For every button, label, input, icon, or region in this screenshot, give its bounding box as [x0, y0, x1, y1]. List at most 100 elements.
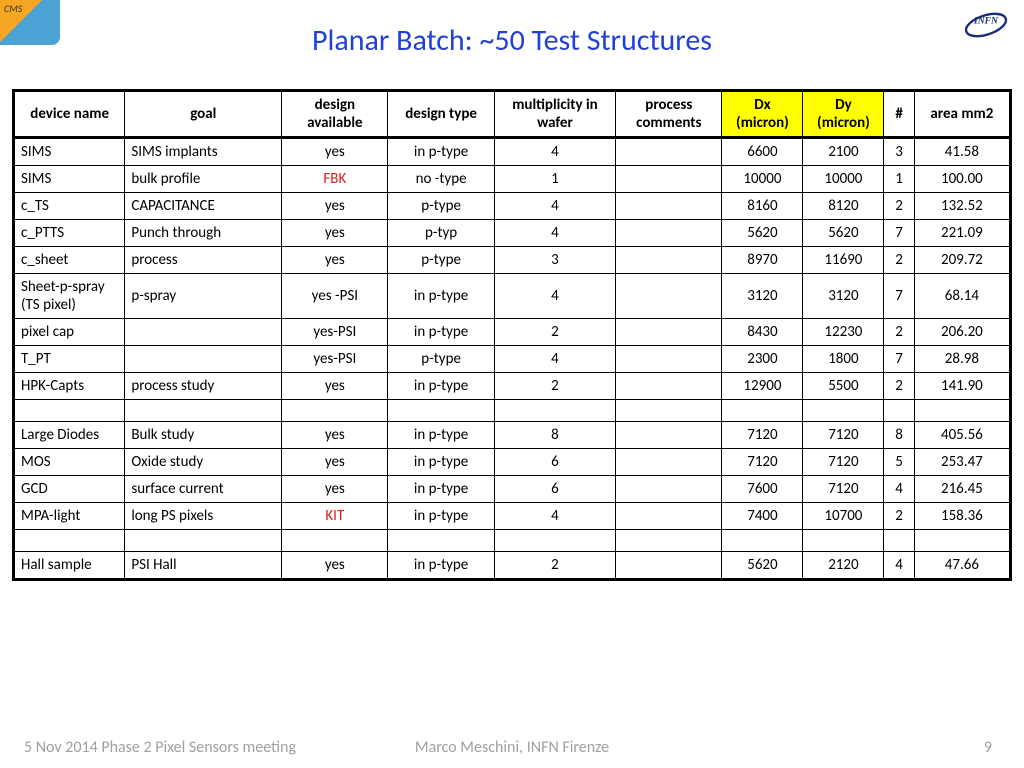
- table-cell: p-typ: [388, 220, 494, 247]
- table-cell: 8970: [722, 247, 803, 274]
- table-header-cell: #: [884, 91, 914, 138]
- footer-author: Marco Meschini, INFN Firenze: [0, 738, 1024, 757]
- table-cell: 7120: [722, 449, 803, 476]
- table-row: [14, 400, 1011, 422]
- table-cell: [14, 400, 125, 422]
- table-cell: [803, 530, 884, 552]
- table-cell: 4: [494, 138, 615, 166]
- table-cell: [616, 373, 722, 400]
- table-cell: [803, 400, 884, 422]
- table-cell: 10000: [803, 166, 884, 193]
- table-cell: 6600: [722, 138, 803, 166]
- table-row: [14, 530, 1011, 552]
- table-cell: 221.09: [914, 220, 1010, 247]
- table-cell: Oxide study: [125, 449, 282, 476]
- table-cell: 2: [884, 193, 914, 220]
- table-cell: 5620: [722, 220, 803, 247]
- table-cell: 2: [494, 319, 615, 346]
- cms-logo-text: CMS: [4, 2, 22, 15]
- table-cell: yes: [282, 449, 388, 476]
- table-cell: [616, 552, 722, 580]
- table-header-cell: design available: [282, 91, 388, 138]
- table-header-cell: goal: [125, 91, 282, 138]
- table-cell: [616, 422, 722, 449]
- table-cell: [388, 530, 494, 552]
- table-cell: 216.45: [914, 476, 1010, 503]
- table-cell: [914, 400, 1010, 422]
- table-cell: c_PTTS: [14, 220, 125, 247]
- table-cell: [616, 449, 722, 476]
- table-cell: yes: [282, 476, 388, 503]
- table-cell: [616, 247, 722, 274]
- table-cell: 6: [494, 476, 615, 503]
- table-cell: FBK: [282, 166, 388, 193]
- table-cell: 5620: [803, 220, 884, 247]
- table-cell: 2: [884, 247, 914, 274]
- table-cell: 2: [494, 373, 615, 400]
- table-row: SIMSSIMS implantsyesin p-type46600210034…: [14, 138, 1011, 166]
- table-cell: 100.00: [914, 166, 1010, 193]
- table-cell: c_TS: [14, 193, 125, 220]
- table-cell: 7120: [722, 422, 803, 449]
- table-cell: in p-type: [388, 274, 494, 319]
- table-cell: [616, 530, 722, 552]
- table-cell: 8430: [722, 319, 803, 346]
- table-cell: yes: [282, 138, 388, 166]
- table-cell: 5: [884, 449, 914, 476]
- table-cell: no -type: [388, 166, 494, 193]
- table-cell: 4: [494, 274, 615, 319]
- table-cell: [616, 346, 722, 373]
- table-cell: SIMS: [14, 138, 125, 166]
- table-cell: [388, 400, 494, 422]
- slide-title: Planar Batch: ~50 Test Structures: [0, 0, 1024, 89]
- table-cell: 1800: [803, 346, 884, 373]
- table-cell: pixel cap: [14, 319, 125, 346]
- table-cell: p-type: [388, 193, 494, 220]
- table-cell: Punch through: [125, 220, 282, 247]
- table-header-cell: process comments: [616, 91, 722, 138]
- cms-logo: CMS: [0, 0, 60, 45]
- table-body: SIMSSIMS implantsyesin p-type46600210034…: [14, 138, 1011, 580]
- table-cell: GCD: [14, 476, 125, 503]
- table-row: MPA-lightlong PS pixelsKITin p-type47400…: [14, 503, 1011, 530]
- table-cell: yes: [282, 247, 388, 274]
- table-cell: [616, 319, 722, 346]
- table-cell: in p-type: [388, 138, 494, 166]
- table-cell: 7600: [722, 476, 803, 503]
- table-cell: 4: [494, 503, 615, 530]
- table-row: SIMSbulk profileFBKno -type1100001000011…: [14, 166, 1011, 193]
- table-cell: 141.90: [914, 373, 1010, 400]
- table-cell: 47.66: [914, 552, 1010, 580]
- table-cell: T_PT: [14, 346, 125, 373]
- table-row: HPK-Captsprocess studyyesin p-type212900…: [14, 373, 1011, 400]
- table-cell: in p-type: [388, 476, 494, 503]
- table-cell: 3120: [803, 274, 884, 319]
- table-header-cell: multiplicity in wafer: [494, 91, 615, 138]
- table-cell: 3120: [722, 274, 803, 319]
- table-cell: p-type: [388, 346, 494, 373]
- table-cell: yes: [282, 193, 388, 220]
- table-cell: MPA-light: [14, 503, 125, 530]
- table-cell: 68.14: [914, 274, 1010, 319]
- table-cell: [494, 530, 615, 552]
- table-row: Large DiodesBulk studyyesin p-type871207…: [14, 422, 1011, 449]
- table-cell: 1: [494, 166, 615, 193]
- table-cell: HPK-Capts: [14, 373, 125, 400]
- data-table-wrap: device namegoaldesign availabledesign ty…: [12, 89, 1012, 581]
- table-cell: yes: [282, 373, 388, 400]
- table-cell: 12900: [722, 373, 803, 400]
- table-cell: 7120: [803, 449, 884, 476]
- table-cell: [616, 193, 722, 220]
- table-row: Hall samplePSI Hallyesin p-type256202120…: [14, 552, 1011, 580]
- table-cell: p-type: [388, 247, 494, 274]
- table-header-cell: area mm2: [914, 91, 1010, 138]
- table-cell: 5620: [722, 552, 803, 580]
- table-cell: MOS: [14, 449, 125, 476]
- table-cell: [14, 530, 125, 552]
- table-cell: 405.56: [914, 422, 1010, 449]
- infn-logo: INFN: [962, 10, 1010, 40]
- table-cell: Hall sample: [14, 552, 125, 580]
- table-cell: surface current: [125, 476, 282, 503]
- table-cell: 2100: [803, 138, 884, 166]
- table-cell: [884, 530, 914, 552]
